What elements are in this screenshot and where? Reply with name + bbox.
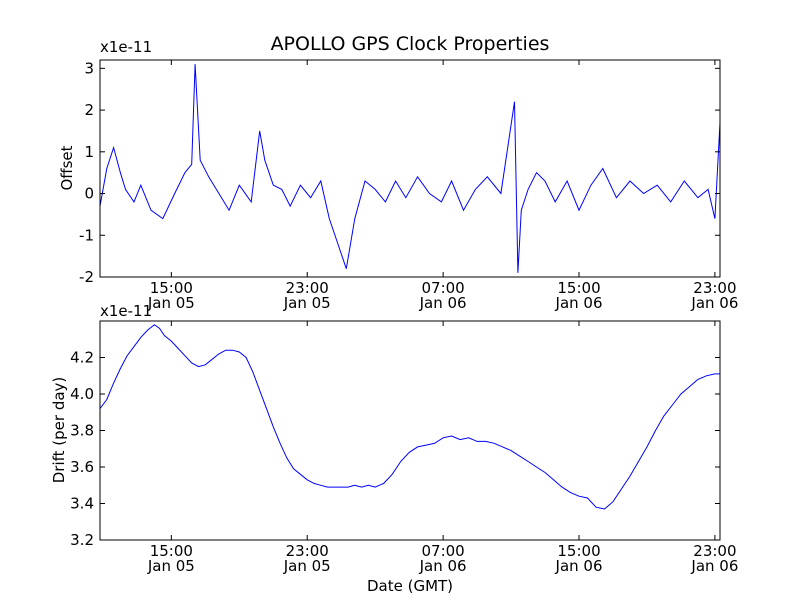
chart-title: APOLLO GPS Clock Properties	[271, 33, 550, 55]
offset-x-tick-day: Jan 05	[283, 294, 331, 312]
offset-series-line-0	[100, 64, 720, 273]
offset-x-tick-time: 23:00	[286, 279, 329, 297]
offset-y-tick-label: -1	[79, 226, 94, 244]
drift-x-tick-day: Jan 06	[555, 557, 603, 575]
drift-y-axis-label: Drift (per day)	[50, 377, 68, 484]
offset-y-tick-label: -2	[79, 268, 94, 286]
offset-y-tick-label: 0	[84, 185, 94, 203]
drift-series-line-0	[100, 324, 720, 510]
drift-x-tick-day: Jan 05	[283, 557, 331, 575]
offset-y-tick-label: 1	[84, 143, 94, 161]
offset-y-axis-label: Offset	[58, 145, 76, 190]
offset-x-tick-time: 15:00	[150, 279, 193, 297]
offset-x-tick-day: Jan 06	[690, 294, 738, 312]
offset-x-tick-time: 07:00	[422, 279, 465, 297]
drift-y-tick-label: 3.6	[70, 458, 94, 476]
drift-x-tick-day: Jan 05	[147, 557, 195, 575]
drift-x-tick-time: 15:00	[557, 542, 600, 560]
offset-y-tick-label: 3	[84, 59, 94, 77]
drift-y-tick-label: 3.8	[70, 422, 94, 440]
drift-x-tick-day: Jan 06	[690, 557, 738, 575]
drift-y-tick-label: 4.2	[70, 349, 94, 367]
drift-multiplier-label: x1e-11	[100, 302, 152, 320]
offset-x-tick-time: 15:00	[557, 279, 600, 297]
x-axis-label: Date (GMT)	[367, 577, 453, 595]
drift-x-tick-time: 23:00	[286, 542, 329, 560]
offset-x-tick-day: Jan 06	[555, 294, 603, 312]
drift-y-tick-label: 3.2	[70, 531, 94, 549]
drift-x-tick-time: 23:00	[693, 542, 736, 560]
offset-x-tick-day: Jan 06	[419, 294, 467, 312]
offset-x-tick-day: Jan 05	[147, 294, 195, 312]
drift-x-tick-day: Jan 06	[419, 557, 467, 575]
offset-axes-frame	[99, 59, 721, 278]
offset-multiplier-label: x1e-11	[100, 38, 152, 56]
drift-axes-frame	[99, 320, 721, 541]
offset-y-tick-label: 2	[84, 101, 94, 119]
drift-x-tick-time: 15:00	[150, 542, 193, 560]
offset-x-tick-time: 23:00	[693, 279, 736, 297]
drift-y-tick-label: 4.0	[70, 385, 94, 403]
drift-x-tick-time: 07:00	[422, 542, 465, 560]
drift-y-tick-label: 3.4	[70, 495, 94, 513]
